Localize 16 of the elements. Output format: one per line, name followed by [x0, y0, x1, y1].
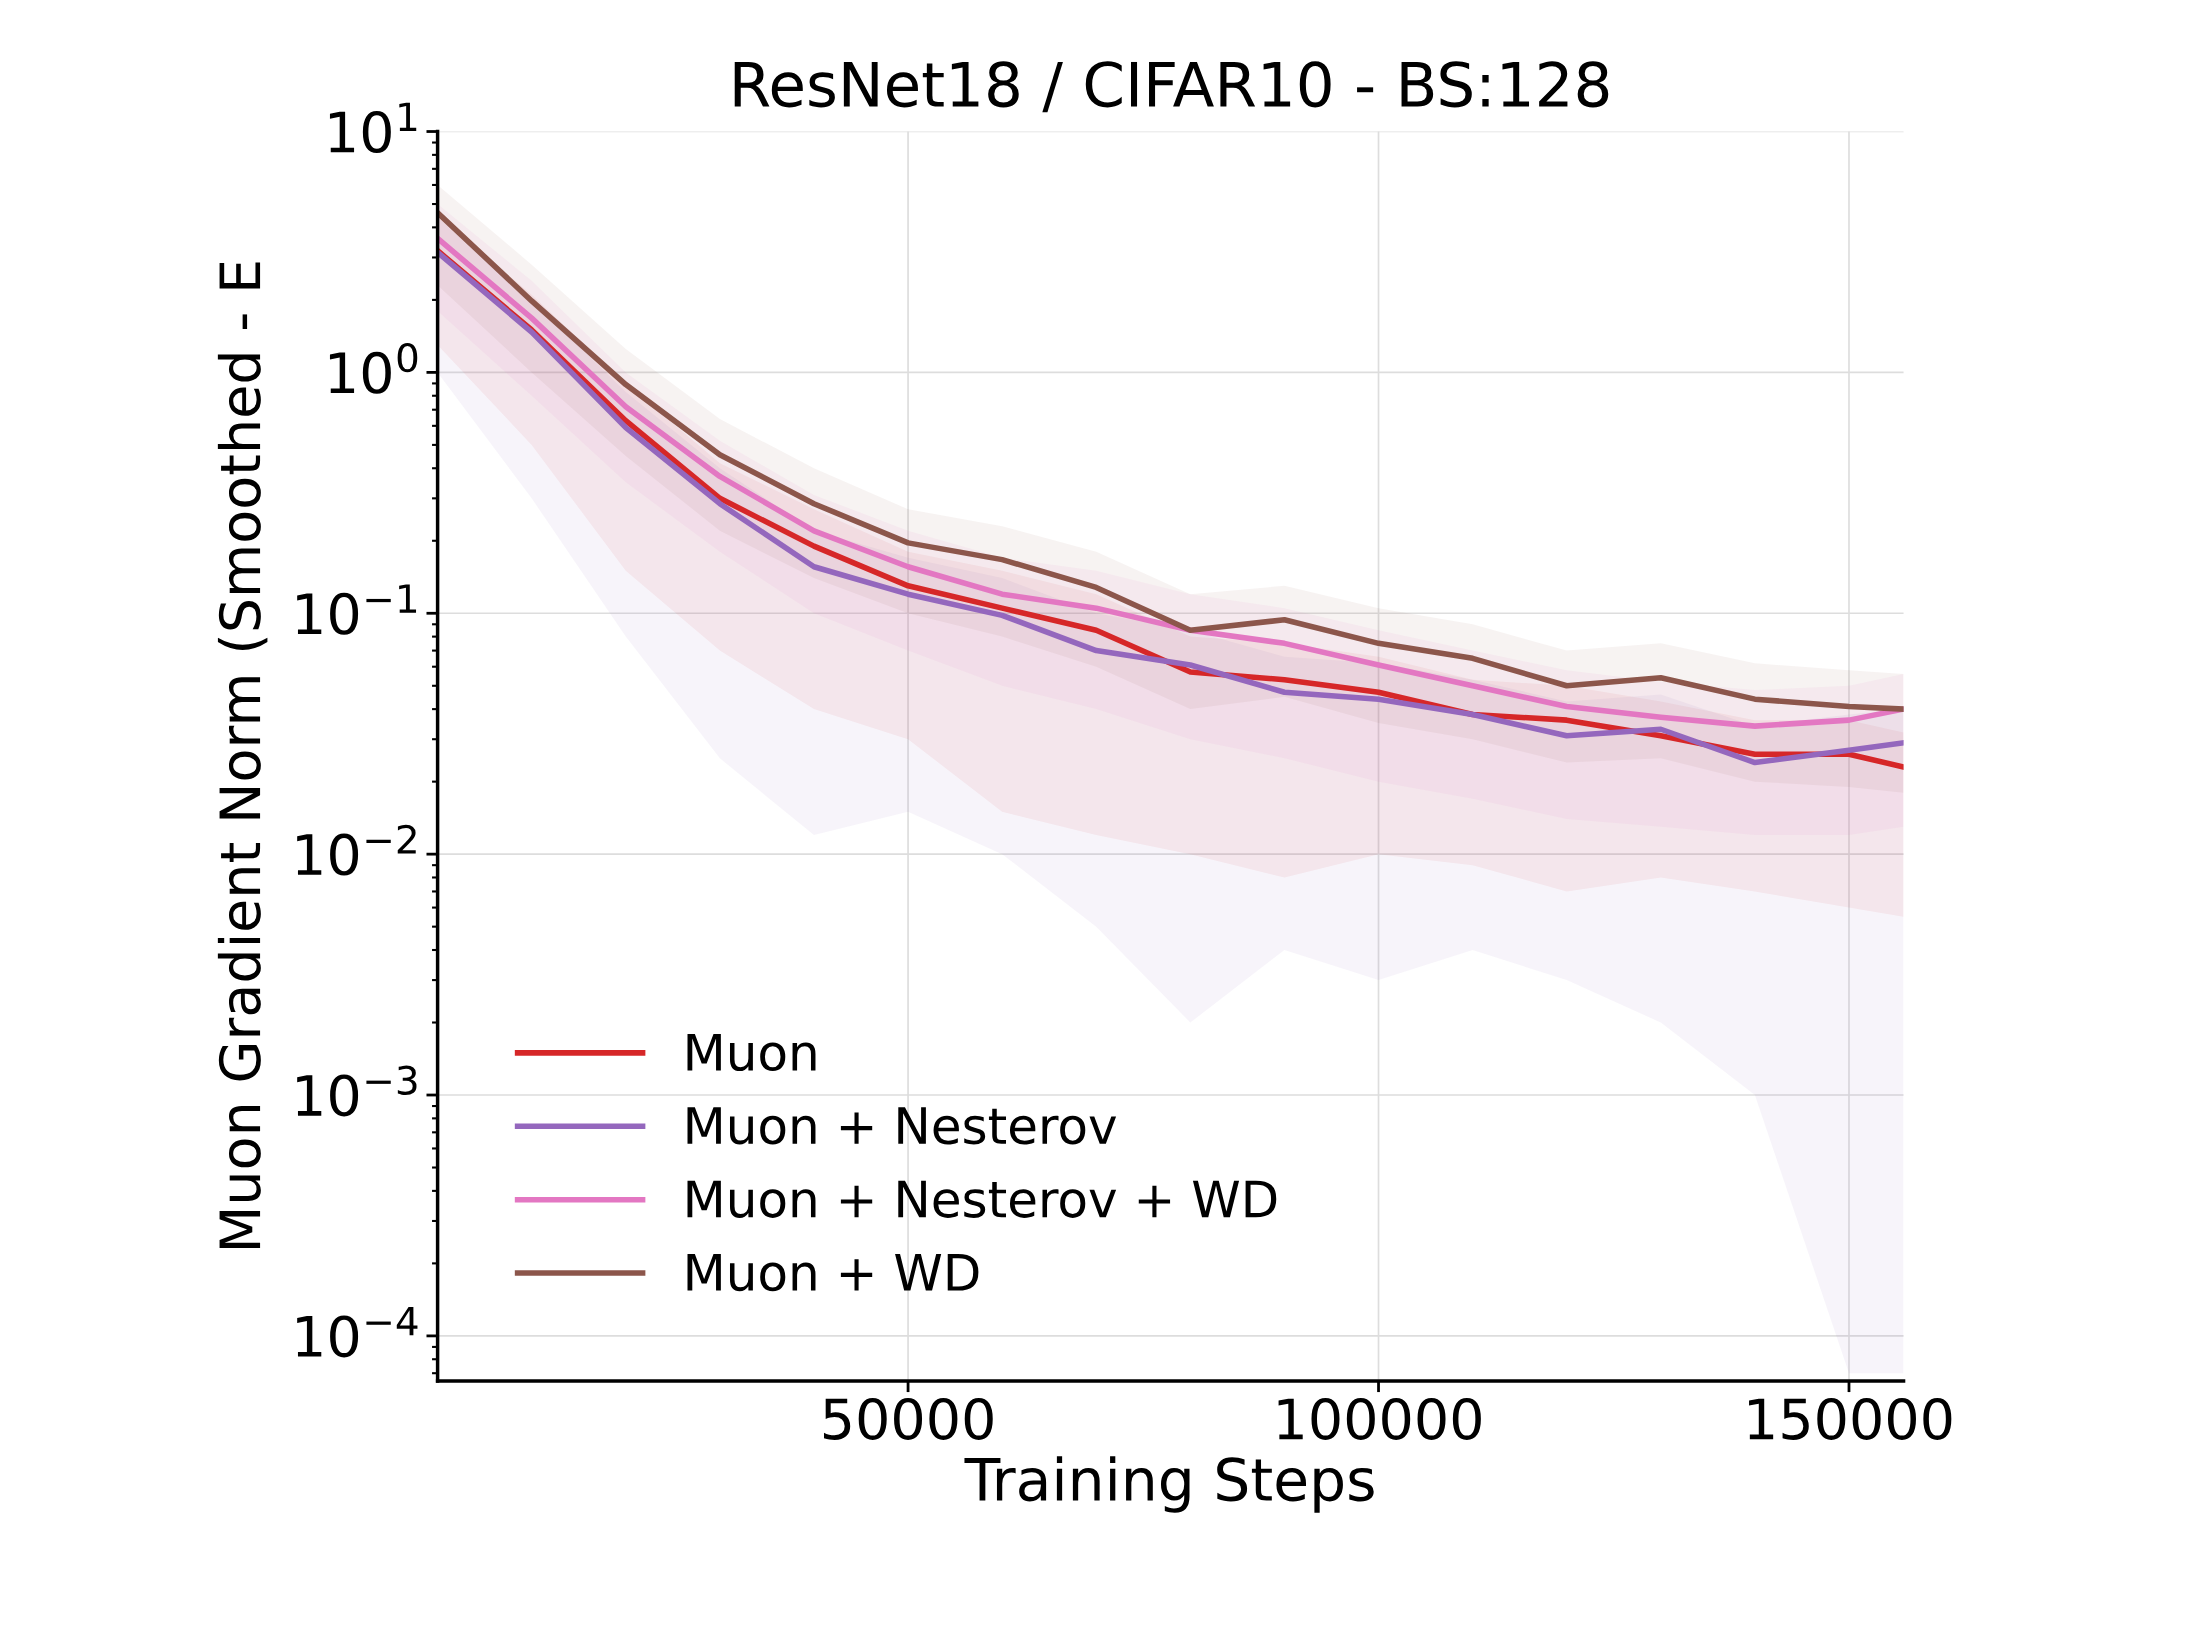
x-axis-title: Training Steps: [964, 1456, 1374, 1513]
y-tick-label: 10$^{0}$: [329, 342, 418, 394]
y-tick-label: 10$^{−4}$: [297, 1307, 418, 1358]
legend-label: Muon + WD: [687, 1254, 979, 1292]
legend-label: Muon: [687, 1033, 816, 1072]
legend-label: Muon + Nesterov + WD: [687, 1180, 1277, 1218]
y-tick-label: 10$^{−3}$: [297, 1065, 417, 1117]
x-tick-label: 100000: [1278, 1397, 1481, 1440]
legend-label: Muon + Nesterov: [687, 1107, 1117, 1145]
x-tick-label: 50000: [823, 1397, 993, 1440]
y-axis-title: Muon Gradient Norm (Smoothed - E: [217, 262, 268, 1249]
y-tick-label: 10$^{−2}$: [297, 824, 416, 876]
y-tick-label: 10$^{−1}$: [297, 584, 417, 635]
chart-title: ResNet18 / CIFAR10 - BS:128: [734, 61, 1609, 113]
y-tick-label: 10$^{1}$: [329, 102, 417, 154]
x-tick-label: 150000: [1749, 1397, 1952, 1440]
